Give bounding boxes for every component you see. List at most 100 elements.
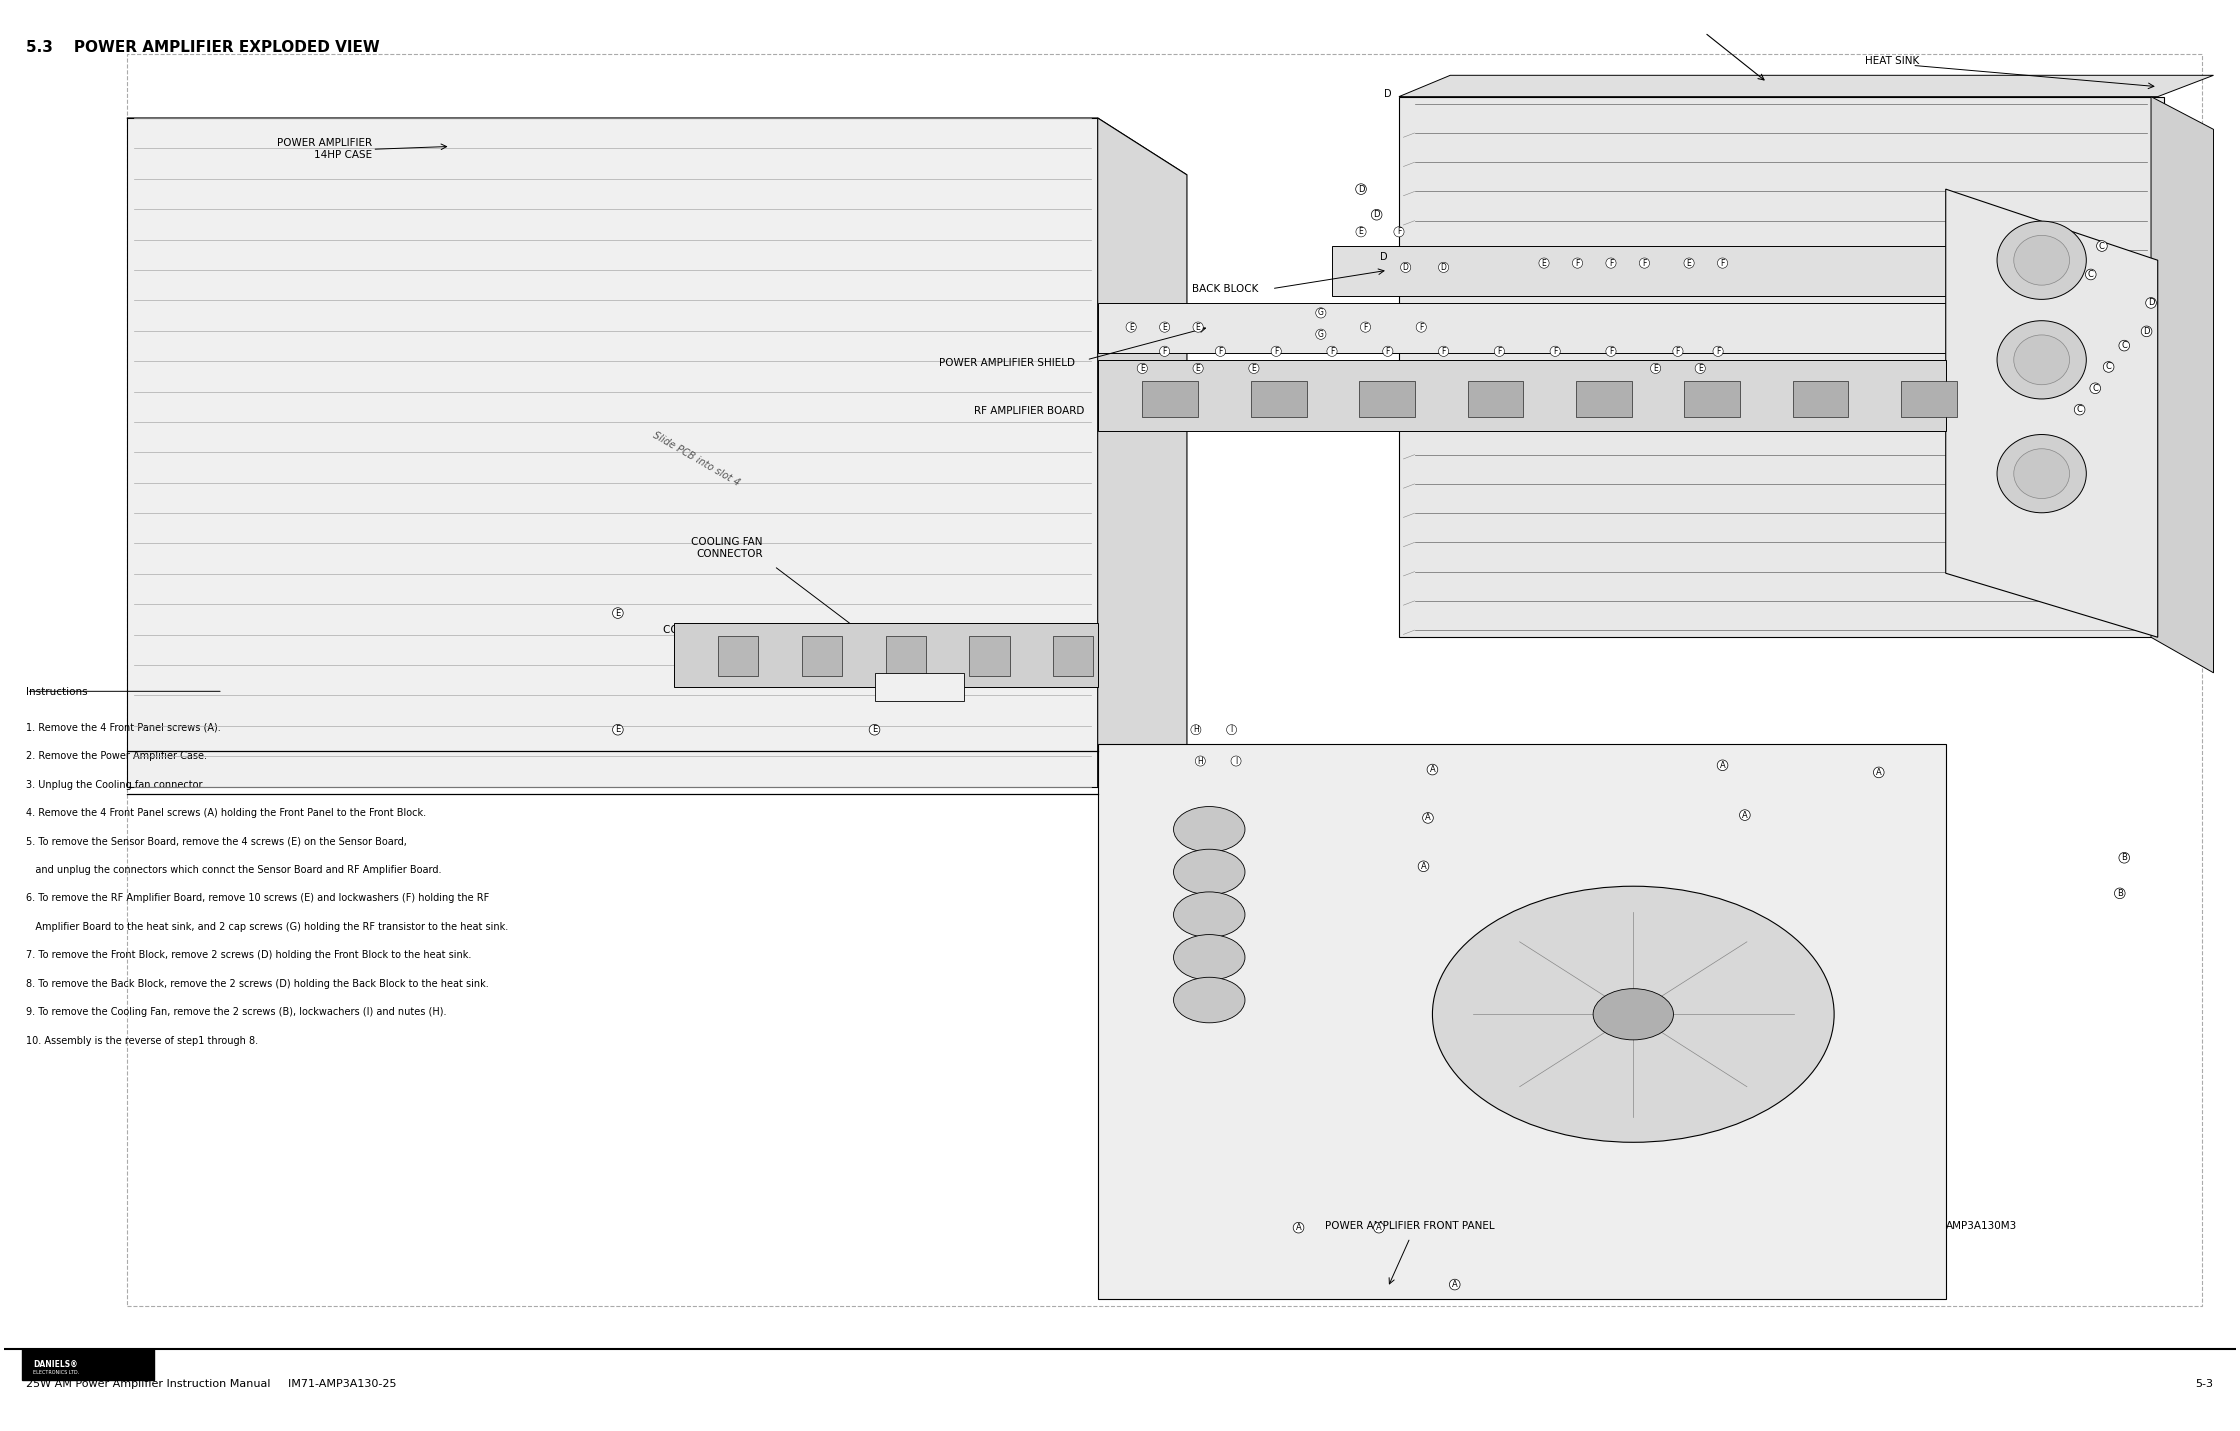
Text: D: D	[2148, 299, 2155, 308]
Circle shape	[1174, 977, 1245, 1023]
FancyBboxPatch shape	[22, 1348, 155, 1379]
Text: F: F	[1552, 346, 1557, 356]
Text: E: E	[1252, 363, 1257, 373]
Text: C: C	[2088, 270, 2094, 279]
Text: F: F	[1440, 346, 1445, 356]
Text: 10. Assembly is the reverse of step1 through 8.: 10. Assembly is the reverse of step1 thr…	[27, 1036, 258, 1046]
Ellipse shape	[1998, 222, 2085, 299]
Text: A: A	[1420, 861, 1427, 871]
Text: RF AMPLIFIER BOARD: RF AMPLIFIER BOARD	[974, 406, 1084, 416]
Circle shape	[1174, 849, 1245, 894]
Text: HEAT SINK: HEAT SINK	[1864, 56, 1920, 66]
Text: D: D	[1402, 263, 1409, 272]
Bar	[1902, 381, 1958, 416]
Text: B: B	[2121, 853, 2128, 863]
Text: D: D	[1440, 263, 1447, 272]
Text: E: E	[616, 726, 620, 734]
Text: CONTROL BOARD: CONTROL BOARD	[663, 625, 755, 635]
Bar	[970, 635, 1010, 675]
Circle shape	[1431, 886, 1835, 1142]
Text: F: F	[1676, 346, 1680, 356]
Text: A: A	[1425, 813, 1431, 823]
Text: 2. Remove the Power Amplifier Case.: 2. Remove the Power Amplifier Case.	[27, 751, 208, 761]
Bar	[1053, 635, 1093, 675]
Text: F: F	[1496, 346, 1501, 356]
Text: E: E	[1129, 322, 1133, 332]
Text: 1. Remove the 4 Front Panel screws (A).: 1. Remove the 4 Front Panel screws (A).	[27, 723, 222, 733]
Bar	[885, 635, 925, 675]
Polygon shape	[128, 117, 1098, 787]
Text: 5-3: 5-3	[2195, 1379, 2213, 1390]
Polygon shape	[1400, 76, 2213, 97]
Text: E: E	[1687, 259, 1691, 268]
Text: E: E	[871, 726, 878, 734]
Bar	[1792, 381, 1848, 416]
Text: AMP3A130M3: AMP3A130M3	[1947, 1221, 2016, 1231]
Text: 8. To remove the Back Block, remove the 2 screws (D) holding the Back Block to t: 8. To remove the Back Block, remove the …	[27, 979, 488, 989]
Ellipse shape	[2014, 449, 2070, 498]
Text: 3. Unplug the Cooling fan connector.: 3. Unplug the Cooling fan connector.	[27, 780, 206, 790]
Text: E: E	[1196, 363, 1201, 373]
Text: C: C	[2106, 362, 2112, 372]
Text: E: E	[1163, 322, 1167, 332]
Text: 5. To remove the Sensor Board, remove the 4 screws (E) on the Sensor Board,: 5. To remove the Sensor Board, remove th…	[27, 837, 408, 846]
Bar	[1360, 381, 1416, 416]
Text: F: F	[1387, 346, 1391, 356]
Text: I: I	[1234, 757, 1236, 766]
Bar	[1684, 381, 1740, 416]
Text: 7. To remove the Front Block, remove 2 screws (D) holding the Front Block to the: 7. To remove the Front Block, remove 2 s…	[27, 950, 473, 960]
Bar	[1250, 381, 1306, 416]
Text: C: C	[2092, 384, 2099, 392]
Polygon shape	[128, 117, 1187, 175]
Text: F: F	[1420, 322, 1422, 332]
Polygon shape	[1098, 744, 1947, 1299]
Text: D: D	[1384, 89, 1391, 99]
Polygon shape	[1947, 189, 2157, 637]
Text: F: F	[1364, 322, 1369, 332]
Bar	[719, 635, 759, 675]
Ellipse shape	[2014, 235, 2070, 285]
Bar	[802, 635, 842, 675]
Polygon shape	[1098, 117, 1187, 843]
Text: H: H	[1198, 757, 1203, 766]
Text: E: E	[1140, 363, 1145, 373]
Text: COOLING FAN
CONNECTOR: COOLING FAN CONNECTOR	[692, 538, 764, 560]
Text: DANIELS®: DANIELS®	[34, 1359, 78, 1368]
Text: F: F	[1608, 259, 1613, 268]
Text: B: B	[2117, 889, 2124, 897]
Polygon shape	[1400, 97, 2164, 637]
Text: A: A	[1452, 1281, 1458, 1289]
Text: E: E	[1360, 228, 1364, 236]
Text: A: A	[1429, 766, 1436, 774]
Text: E: E	[1196, 322, 1201, 332]
Text: C: C	[2076, 405, 2083, 414]
Text: POWER AMPLIFIER
14HP CASE: POWER AMPLIFIER 14HP CASE	[278, 139, 372, 160]
Text: C: C	[2121, 341, 2128, 351]
Text: I: I	[1230, 726, 1232, 734]
Text: D: D	[2144, 326, 2150, 336]
Text: FRONT BLOCK: FRONT BLOCK	[1951, 514, 2023, 524]
Text: 5.3    POWER AMPLIFIER EXPLODED VIEW: 5.3 POWER AMPLIFIER EXPLODED VIEW	[27, 40, 381, 54]
Text: Amplifier Board to the heat sink, and 2 cap screws (G) holding the RF transistor: Amplifier Board to the heat sink, and 2 …	[27, 922, 513, 932]
Text: F: F	[1275, 346, 1279, 356]
Bar	[1142, 381, 1198, 416]
Text: D: D	[1380, 252, 1387, 262]
Text: 9. To remove the Cooling Fan, remove the 2 screws (B), lockwachers (I) and nutes: 9. To remove the Cooling Fan, remove the…	[27, 1007, 448, 1017]
Bar	[1467, 381, 1523, 416]
Polygon shape	[674, 622, 1098, 687]
Ellipse shape	[2014, 335, 2070, 385]
Ellipse shape	[1998, 321, 2085, 399]
Text: F: F	[1331, 346, 1335, 356]
Text: A: A	[1375, 1224, 1382, 1232]
Text: 6. To remove the RF Amplifier Board, remove 10 screws (E) and lockwashers (F) ho: 6. To remove the RF Amplifier Board, rem…	[27, 893, 493, 903]
Text: E: E	[616, 608, 620, 618]
Text: A: A	[1875, 768, 1882, 777]
Text: A: A	[1295, 1224, 1301, 1232]
Text: ELECTRONICS LTD.: ELECTRONICS LTD.	[34, 1371, 78, 1375]
Text: F: F	[1608, 346, 1613, 356]
Text: POWER AMPLIFIER SHIELD: POWER AMPLIFIER SHIELD	[939, 358, 1075, 368]
Text: F: F	[1642, 259, 1646, 268]
Polygon shape	[2150, 97, 2213, 673]
Polygon shape	[1333, 246, 1947, 296]
Text: D: D	[1357, 185, 1364, 193]
